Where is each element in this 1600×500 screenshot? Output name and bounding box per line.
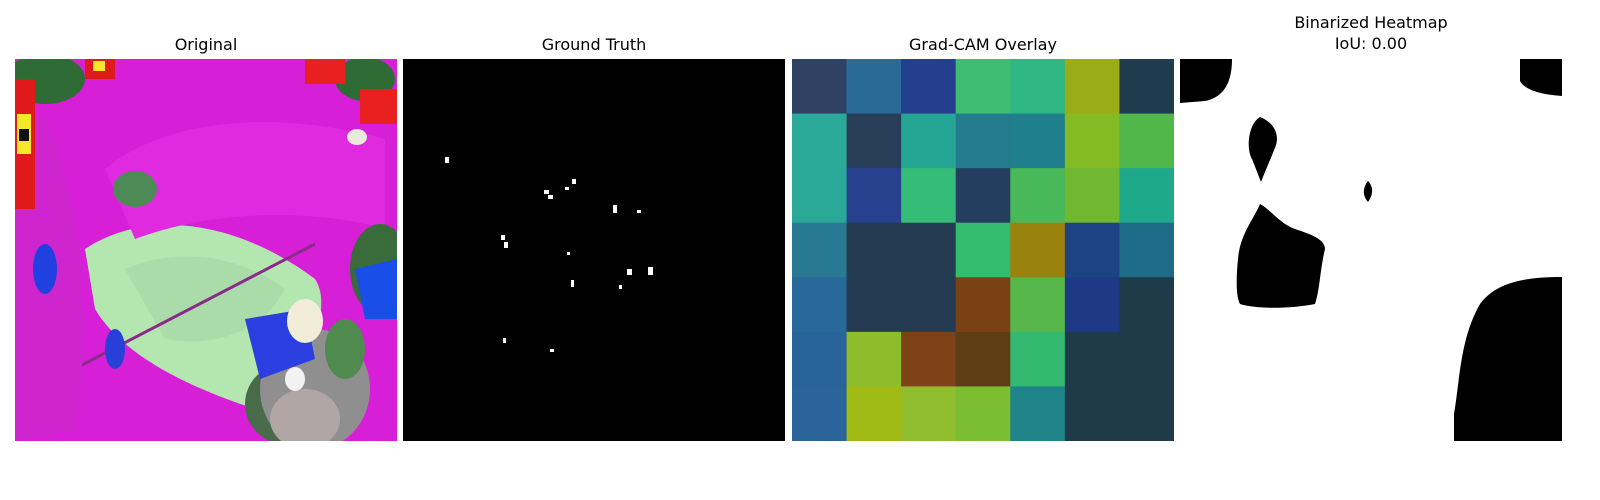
gradcam-cell [792, 331, 848, 388]
gradcam-cell [846, 168, 902, 224]
gradcam-cell [1119, 331, 1174, 388]
gradcam-cell [846, 386, 902, 441]
gradcam-cell [846, 59, 902, 115]
gradcam-cell [792, 222, 848, 278]
gradcam-cell [1119, 386, 1174, 441]
gradcam-cell [1064, 277, 1121, 333]
gradcam-cell [792, 386, 848, 441]
iou-label: IoU: 0.00 [1334, 34, 1408, 53]
gradcam-cell [846, 277, 902, 333]
gradcam-cell [1010, 222, 1066, 278]
gradcam-cell [846, 222, 902, 278]
gradcam-cell [1119, 59, 1174, 115]
gradcam-cell [901, 59, 957, 115]
gradcam-cell [1064, 386, 1121, 441]
gradcam-cell [792, 113, 848, 169]
gradcam-cell [955, 59, 1011, 115]
gradcam-cell [792, 277, 848, 333]
gradcam-cell [955, 331, 1011, 388]
gradcam-cell [1064, 59, 1121, 115]
binarized-mask [1180, 59, 1562, 441]
gradcam-cell [1010, 59, 1066, 115]
gradcam-cell [1010, 168, 1066, 224]
gradcam-cell [1119, 277, 1174, 333]
gradcam-cell [846, 113, 902, 169]
gradcam-heatmap [792, 59, 1174, 441]
original-panel: Original [15, 0, 397, 500]
gradcam-cell [1010, 113, 1066, 169]
gradcam-title: Grad-CAM Overlay [909, 35, 1057, 54]
original-title: Original [174, 35, 238, 54]
ground-truth-mask [403, 59, 785, 441]
original-image [15, 59, 397, 441]
binarized-panel: Binarized Heatmap IoU: 0.00 [1180, 0, 1562, 500]
binarized-title: Binarized Heatmap IoU: 0.00 [1180, 12, 1562, 54]
gradcam-cell [1119, 222, 1174, 278]
gradcam-cell [1064, 222, 1121, 278]
gradcam-cell [955, 386, 1011, 441]
gradcam-cell [1119, 113, 1174, 169]
gradcam-panel: Grad-CAM Overlay [792, 0, 1174, 500]
ground-truth-title: Ground Truth [541, 35, 647, 54]
gradcam-cell [955, 168, 1011, 224]
gradcam-cell [792, 168, 848, 224]
gradcam-cell [1010, 386, 1066, 441]
gradcam-cell [1064, 168, 1121, 224]
gradcam-cell [1010, 331, 1066, 388]
binarized-title-text: Binarized Heatmap [1294, 13, 1448, 32]
gradcam-cell [901, 168, 957, 224]
gradcam-cell [1064, 331, 1121, 388]
ground-truth-panel: Ground Truth [403, 0, 785, 500]
gradcam-cell [901, 386, 957, 441]
gradcam-cell [846, 331, 902, 388]
gradcam-cell [1119, 168, 1174, 224]
gradcam-cell [955, 113, 1011, 169]
gradcam-cell [901, 277, 957, 333]
gradcam-cell [1064, 113, 1121, 169]
gradcam-cell [792, 59, 848, 115]
gradcam-cell [955, 222, 1011, 278]
gradcam-cell [1010, 277, 1066, 333]
gradcam-cell [901, 113, 957, 169]
gradcam-cell [901, 331, 957, 388]
gradcam-cell [901, 222, 957, 278]
gradcam-cell [955, 277, 1011, 333]
